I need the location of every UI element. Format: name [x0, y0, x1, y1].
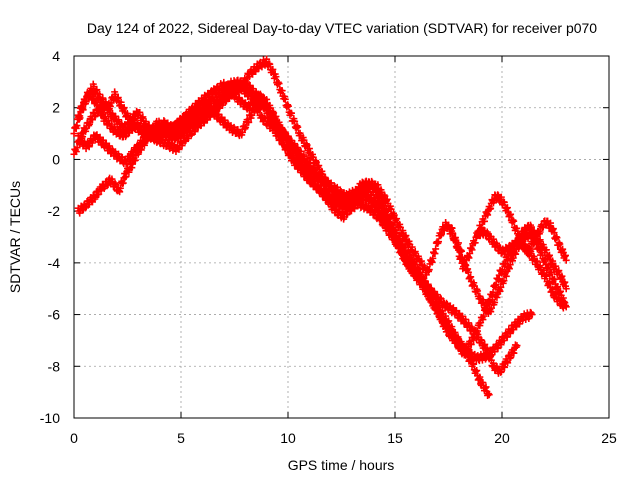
- x-tick-label: 25: [601, 430, 617, 446]
- data-point: [549, 285, 557, 293]
- y-tick-label: 0: [52, 151, 60, 167]
- data-point: [553, 234, 561, 242]
- data-point: [549, 257, 557, 265]
- data-point: [435, 307, 443, 315]
- data-point: [284, 102, 292, 110]
- data-point: [476, 373, 484, 381]
- data-point: [450, 332, 458, 340]
- y-tick-label: 2: [52, 100, 60, 116]
- data-point: [491, 298, 499, 306]
- data-point: [473, 327, 481, 335]
- x-axis-label: GPS time / hours: [288, 457, 395, 473]
- grid-lines: [74, 56, 609, 418]
- data-point: [322, 182, 330, 190]
- data-point: [281, 95, 289, 103]
- x-tick-label: 10: [280, 430, 296, 446]
- x-tick-label: 15: [387, 430, 403, 446]
- y-tick-label: -10: [40, 410, 60, 426]
- x-tick-label: 5: [177, 430, 185, 446]
- axis-ticks: 0 5 10 15 20 25 -10 -8 -6 -4 -2 0 2 4: [40, 48, 617, 446]
- data-point: [562, 285, 570, 293]
- data-point: [480, 312, 488, 320]
- data-point: [500, 277, 508, 285]
- x-tick-label: 0: [70, 430, 78, 446]
- data-point: [528, 311, 536, 319]
- y-tick-label: -6: [48, 307, 61, 323]
- data-point: [454, 246, 462, 254]
- data-point: [509, 254, 517, 262]
- series-track-c: [74, 55, 493, 399]
- series-track-g: [472, 226, 570, 312]
- data-point: [485, 391, 493, 399]
- data-point: [513, 342, 521, 350]
- chart-title: Day 124 of 2022, Sidereal Day-to-day VTE…: [87, 20, 597, 36]
- data-point: [544, 262, 552, 270]
- data-point: [507, 210, 515, 218]
- data-point: [429, 254, 437, 262]
- data-point: [76, 114, 84, 122]
- data-point: [464, 268, 472, 276]
- data-point: [562, 303, 570, 311]
- y-axis-label: SDTVAR / TECUs: [7, 181, 23, 293]
- data-point: [467, 340, 475, 348]
- data-point: [562, 256, 570, 264]
- data-point: [492, 281, 500, 289]
- data-point: [390, 211, 398, 219]
- series-track-d: [74, 96, 570, 359]
- data-point: [435, 238, 443, 246]
- plot-frame: [73, 55, 610, 419]
- data-point: [288, 109, 296, 117]
- y-tick-label: -8: [48, 358, 61, 374]
- data-point: [468, 246, 476, 254]
- data-point: [510, 217, 518, 225]
- y-tick-label: -2: [48, 203, 61, 219]
- data-point: [73, 122, 81, 130]
- data-points: [70, 55, 570, 399]
- data-point: [504, 359, 512, 367]
- data-point: [142, 118, 150, 126]
- y-tick-label: -4: [48, 255, 61, 271]
- data-point: [245, 118, 253, 126]
- data-point: [452, 236, 460, 244]
- data-point: [272, 73, 280, 81]
- x-tick-label: 20: [494, 430, 510, 446]
- data-point: [275, 80, 283, 88]
- y-tick-label: 4: [52, 48, 60, 64]
